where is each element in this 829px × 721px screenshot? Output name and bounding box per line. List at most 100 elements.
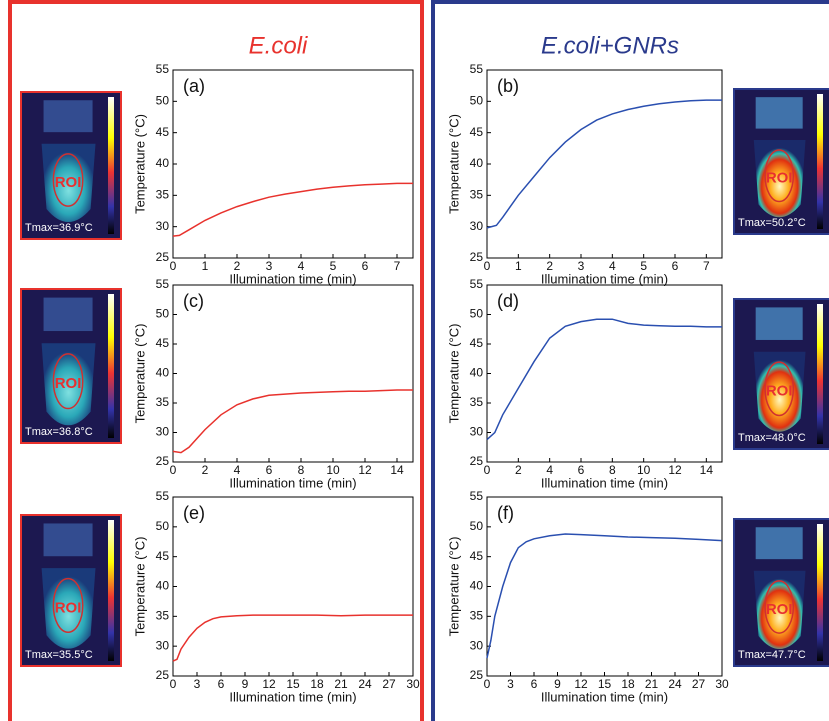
y-tick-label: 40 [470, 579, 484, 593]
y-tick-label: 30 [470, 425, 484, 439]
tube-top [755, 527, 803, 560]
y-tick-label: 30 [156, 638, 170, 652]
x-tick-label: 6 [218, 677, 225, 691]
tube [41, 343, 96, 426]
y-tick-label: 40 [156, 366, 170, 380]
x-tick-label: 7 [394, 259, 401, 273]
y-tick-label: 30 [470, 638, 484, 652]
y-tick-label: 35 [156, 188, 170, 202]
roi-outline [52, 577, 84, 633]
x-axis-label: Illumination time (min) [541, 689, 668, 704]
y-tick-label: 45 [470, 336, 484, 350]
roi-outline [52, 153, 84, 207]
plot-frame [486, 496, 723, 677]
x-tick-label: 21 [645, 677, 659, 691]
x-tick-label: 2 [546, 259, 553, 273]
x-tick-label: 18 [310, 677, 324, 691]
panel-label: (f) [497, 503, 514, 523]
y-tick-label: 45 [470, 125, 484, 139]
x-tick-label: 6 [578, 463, 585, 477]
y-tick-label: 30 [470, 219, 484, 233]
x-tick-label: 15 [598, 677, 612, 691]
x-tick-label: 27 [692, 677, 706, 691]
x-tick-label: 5 [330, 259, 337, 273]
color-scale [108, 520, 114, 661]
x-axis-label: Illumination time (min) [229, 475, 356, 490]
x-tick-label: 1 [515, 259, 522, 273]
x-tick-label: 15 [286, 677, 300, 691]
tube-top [755, 307, 803, 340]
header: E.coli [249, 32, 308, 59]
roi-label: ROI [766, 170, 793, 187]
y-axis-label: Temperature (°C) [446, 114, 461, 214]
x-tick-label: 14 [390, 463, 404, 477]
data-line [172, 182, 413, 237]
x-tick-label: 30 [715, 677, 729, 691]
x-tick-label: 10 [637, 463, 651, 477]
tube-top [43, 297, 93, 332]
tube [41, 143, 96, 223]
thermal-image: ROI Tmax=47.7°C [733, 518, 829, 667]
x-tick-label: 4 [546, 463, 553, 477]
tmax-label: Tmax=48.0°C [738, 432, 806, 444]
tube [753, 140, 806, 218]
x-tick-label: 30 [406, 677, 420, 691]
plot-frame [486, 69, 723, 259]
x-tick-label: 12 [574, 677, 588, 691]
y-axis-label: Temperature (°C) [446, 537, 461, 637]
y-tick-label: 50 [470, 519, 484, 533]
x-axis-label: Illumination time (min) [541, 271, 668, 286]
x-tick-label: 0 [484, 677, 491, 691]
tmax-label: Tmax=50.2°C [738, 217, 806, 229]
x-tick-label: 9 [242, 677, 249, 691]
y-tick-label: 30 [156, 425, 170, 439]
x-tick-label: 3 [578, 259, 585, 273]
roi-outline [52, 353, 84, 410]
x-tick-label: 24 [668, 677, 682, 691]
x-tick-label: 12 [358, 463, 372, 477]
y-tick-label: 45 [156, 125, 170, 139]
y-tick-label: 25 [156, 668, 170, 682]
y-tick-label: 35 [470, 395, 484, 409]
plot-frame [486, 284, 723, 463]
panel-label: (b) [497, 76, 519, 96]
tube [753, 351, 806, 432]
x-axis-label: Illumination time (min) [541, 475, 668, 490]
data-line [486, 318, 722, 441]
y-tick-label: 45 [156, 549, 170, 563]
color-scale [817, 304, 823, 444]
color-scale [108, 294, 114, 438]
x-axis-label: Illumination time (min) [229, 271, 356, 286]
x-tick-label: 3 [194, 677, 201, 691]
plot-frame [172, 69, 414, 259]
y-tick-label: 40 [470, 156, 484, 170]
x-tick-label: 12 [262, 677, 276, 691]
y-tick-label: 50 [470, 307, 484, 321]
roi-outline [764, 149, 795, 203]
left-frame [8, 0, 424, 721]
y-tick-label: 55 [156, 277, 170, 291]
y-tick-label: 25 [470, 250, 484, 264]
tube [753, 570, 806, 650]
y-tick-label: 45 [470, 549, 484, 563]
x-tick-label: 3 [266, 259, 273, 273]
y-tick-label: 55 [470, 62, 484, 76]
y-axis-label: Temperature (°C) [132, 324, 147, 424]
color-scale [108, 97, 114, 234]
y-tick-label: 35 [156, 395, 170, 409]
panel-label: (d) [497, 291, 519, 311]
x-tick-label: 3 [507, 677, 514, 691]
thermal-image: ROI Tmax=36.8°C [20, 288, 122, 444]
roi-label: ROI [55, 375, 82, 392]
y-tick-label: 50 [156, 519, 170, 533]
y-tick-label: 45 [156, 336, 170, 350]
right-frame [431, 0, 829, 721]
roi-outline [764, 580, 795, 634]
roi-outline [764, 361, 795, 417]
x-tick-label: 2 [515, 463, 522, 477]
thermal-image: ROI Tmax=48.0°C [733, 298, 829, 450]
x-tick-label: 6 [672, 259, 679, 273]
panel-label: (e) [183, 503, 205, 523]
x-tick-label: 8 [609, 463, 616, 477]
